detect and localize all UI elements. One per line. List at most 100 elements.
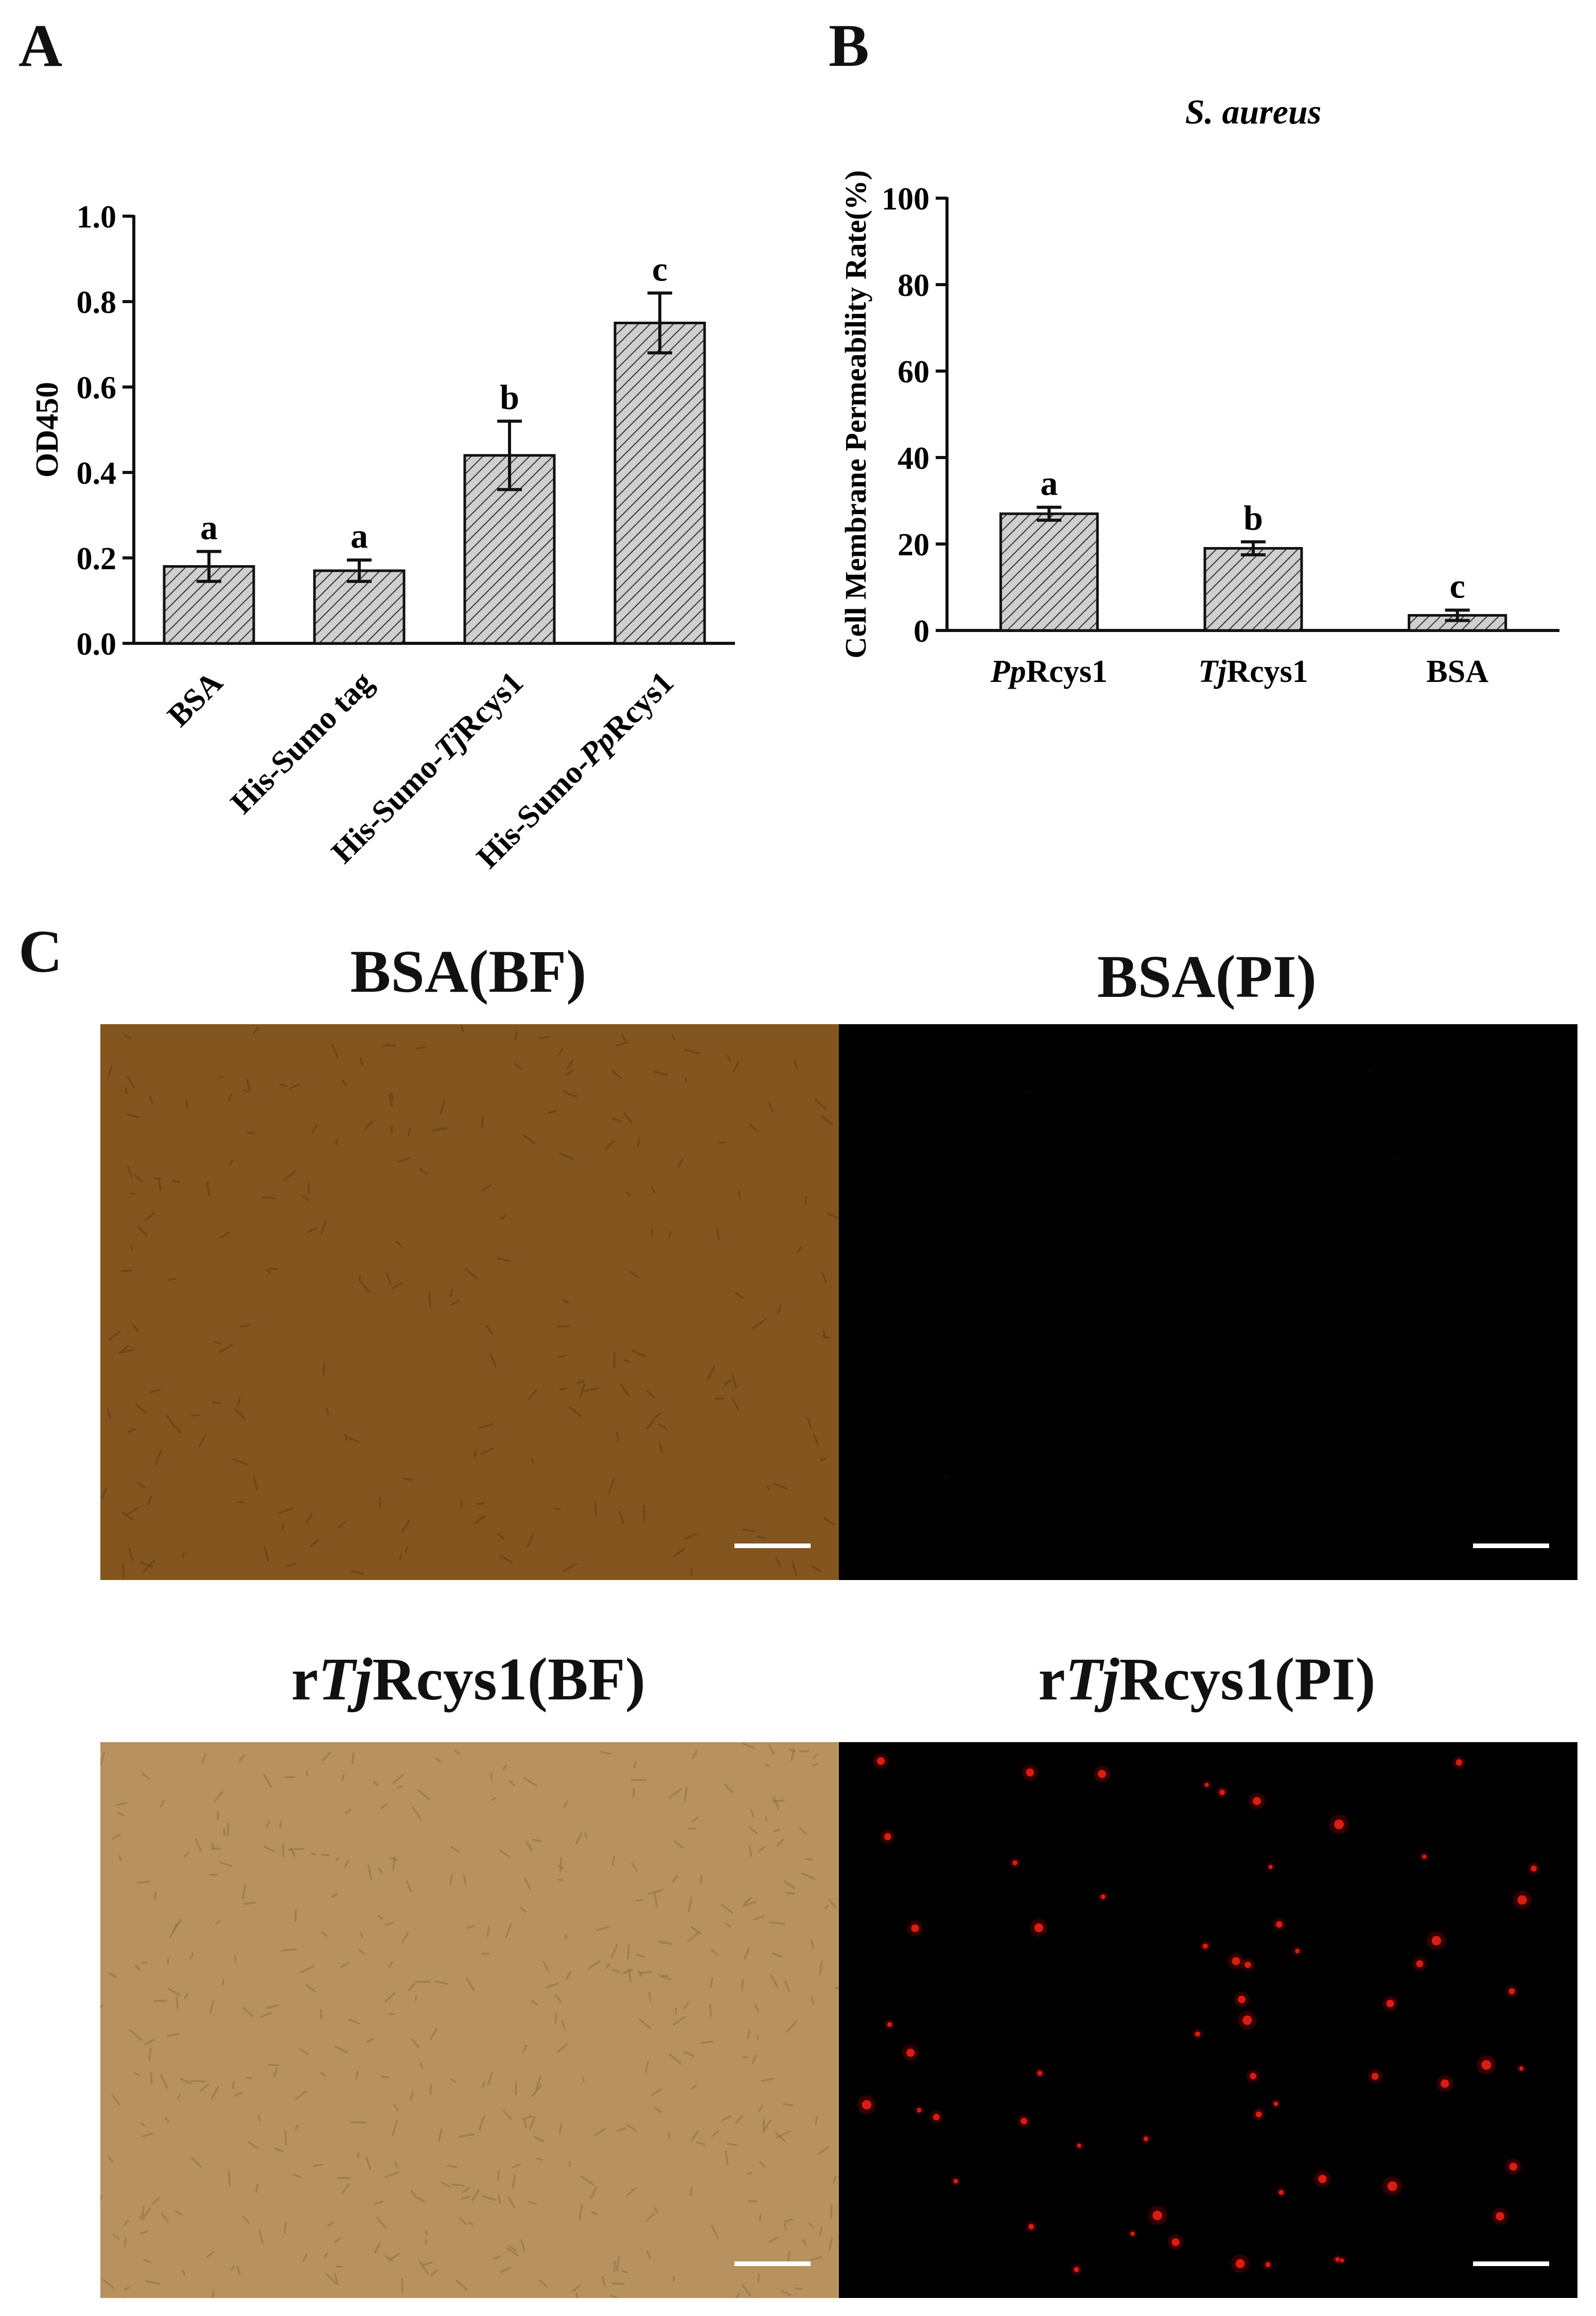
bacterium <box>384 1922 394 1926</box>
bacterium <box>683 2002 690 2009</box>
bacterium <box>757 1535 766 1539</box>
bacterium <box>241 1884 246 1900</box>
pi-stained-cell <box>917 2108 922 2113</box>
micrograph-tj-pi <box>839 1742 1577 2298</box>
significance-label: a <box>1040 464 1058 503</box>
bacterium <box>756 2034 759 2040</box>
bacterium <box>613 2260 616 2273</box>
bacterium <box>408 1127 411 1137</box>
bacterium <box>384 1992 396 2003</box>
bacterium <box>546 1982 558 1989</box>
bacterium <box>102 2279 115 2289</box>
bacterium <box>508 1780 515 1786</box>
bacterium <box>212 1401 222 1405</box>
bacterium <box>185 1100 189 1110</box>
bacterium <box>565 1971 572 1979</box>
bacterium <box>358 1949 365 1955</box>
bacterium <box>528 2201 537 2205</box>
bacterium <box>133 1173 143 1182</box>
pi-stained-cell <box>933 2114 940 2121</box>
bacterium <box>727 1055 731 1062</box>
pi-stained-cell <box>1012 1860 1018 1866</box>
bacterium <box>336 2266 343 2268</box>
bacterium <box>485 1325 494 1335</box>
bacterium <box>633 1761 637 1768</box>
bacterium <box>645 1419 655 1430</box>
bacterium <box>575 1832 583 1845</box>
bacterium <box>812 1753 818 1759</box>
bacterium <box>273 2067 278 2078</box>
bacterium <box>143 2258 151 2263</box>
bacterium <box>531 1839 541 1842</box>
pi-glow <box>1513 1890 1532 1909</box>
y-tick-label: 40 <box>898 441 929 476</box>
bacterium <box>154 1891 157 1900</box>
pi-glow <box>1420 1852 1429 1861</box>
bacterium <box>334 2045 348 2054</box>
bacterium <box>654 2207 658 2214</box>
bacterium <box>305 1984 316 1993</box>
bacterium <box>284 2130 287 2146</box>
bacterium <box>419 2062 424 2069</box>
pi-glow <box>1098 1892 1108 1902</box>
bacterium <box>726 2143 737 2146</box>
pi-glow <box>1075 2141 1083 2150</box>
bacterium <box>401 2278 404 2293</box>
bacterium <box>260 2011 273 2018</box>
pi-glow <box>1452 1756 1466 1769</box>
bacterium <box>112 2233 120 2240</box>
scale-bar <box>1473 2261 1549 2266</box>
micrograph-title-tj-bf: rTjRcys1(BF) <box>291 1645 646 1713</box>
bacterium <box>140 1561 153 1568</box>
bacterium <box>784 2218 794 2223</box>
bacterium <box>465 1977 475 1991</box>
bacterium <box>218 1076 223 1079</box>
bacterium <box>497 1533 504 1539</box>
bacterium <box>651 1186 656 1194</box>
pi-stained-cell <box>1253 1797 1261 1805</box>
bacterium <box>746 2171 753 2175</box>
bacterium <box>279 1821 282 1829</box>
bacterium <box>812 1763 819 1767</box>
bacterium <box>762 2117 765 2132</box>
bacterium <box>461 2186 470 2194</box>
bacterium <box>171 1179 180 1183</box>
bacterium <box>828 2238 833 2251</box>
pi-stained-cell <box>1509 2162 1518 2171</box>
pi-glow <box>1216 1786 1228 1798</box>
bacterium <box>238 1754 245 1762</box>
bacterium <box>810 1939 815 1950</box>
pi-glow <box>1167 2234 1184 2250</box>
bacterium <box>692 1816 699 1822</box>
bacterium <box>189 1952 194 1960</box>
pi-stained-cell <box>911 1924 919 1933</box>
micrograph-bsa-bf <box>100 1024 839 1580</box>
bacterium <box>813 1433 819 1446</box>
bacterium <box>108 1065 113 1078</box>
significance-label: c <box>652 249 668 288</box>
bacterium <box>820 1458 827 1461</box>
bacterium <box>479 2115 485 2131</box>
bacterium <box>566 1060 573 1069</box>
bacterium <box>237 1397 241 1407</box>
bacterium <box>124 1034 132 1040</box>
bacterium <box>764 1763 770 1767</box>
bacterium <box>255 2183 258 2193</box>
bacterium <box>489 1353 497 1368</box>
bacterium <box>742 1742 755 1749</box>
bacterium <box>214 1341 222 1345</box>
bacterium <box>396 1785 403 1789</box>
significance-label: b <box>1243 498 1263 537</box>
pi-stained-cell <box>945 1476 948 1478</box>
bacterium <box>616 1431 619 1441</box>
bacterium <box>700 2041 714 2044</box>
bacterium <box>481 1447 494 1455</box>
bacterium <box>232 2081 236 2089</box>
bacterium <box>578 2204 583 2220</box>
bacterium <box>596 1926 609 1931</box>
bacterium <box>164 2117 170 2123</box>
bacterium <box>497 2170 500 2181</box>
pi-glow <box>1022 1764 1038 1781</box>
bacterium <box>758 2297 761 2298</box>
bacterium <box>785 1892 795 1895</box>
